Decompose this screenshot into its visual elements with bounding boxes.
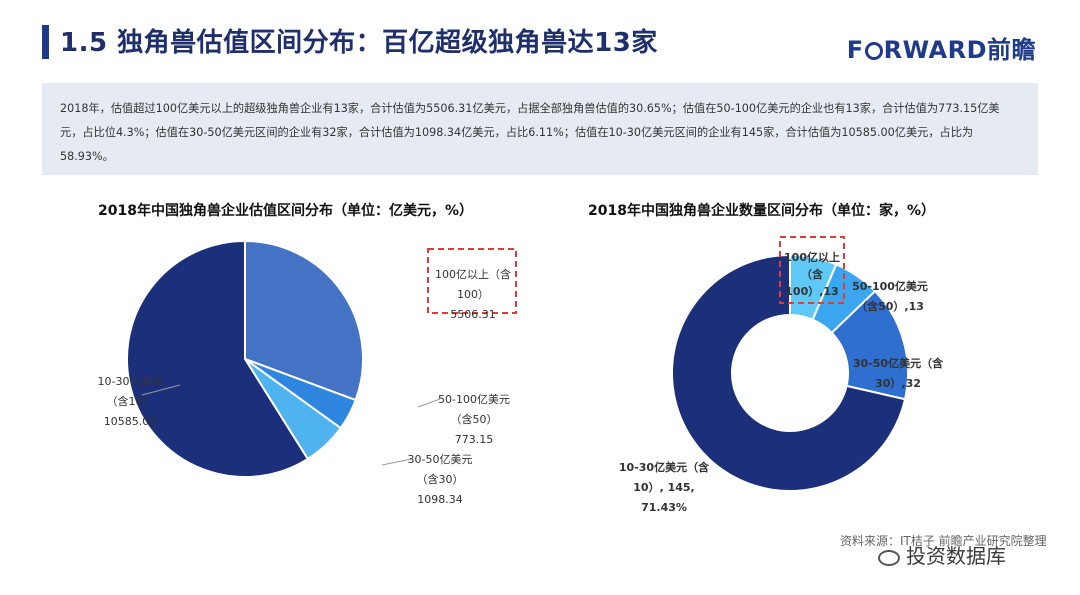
summary-box: 2018年，估值超过100亿美元以上的超级独角兽企业有13家，合计估值为5506… [42,83,1038,175]
count-donut-chart: 2018年中国独角兽企业数量区间分布（单位：家，%） 100亿以上（含 100）,… [560,190,1040,530]
summary-text: 2018年，估值超过100亿美元以上的超级独角兽企业有13家，合计估值为5506… [60,102,1000,163]
logo-text-right: RWARD前瞻 [883,36,1036,64]
valuation-pie-chart: 2018年中国独角兽企业估值区间分布（单位：亿美元，%） 100亿以上（含 100… [40,190,540,530]
data-label: 50-100亿美元（含50） 773.15 [438,393,510,446]
data-label: 100亿以上（含 100） 5506.31 [435,267,511,321]
title-accent-bar [42,25,49,59]
forward-logo: F RWARD前瞻 [847,30,1036,65]
pie-slice [671,253,907,492]
leader-line [417,398,441,408]
highlight-box [779,236,845,304]
footer: 资料来源：IT桔子 前瞻产业研究院整理 投资数据库 [840,530,1070,570]
logo-o-icon [864,42,883,60]
chart-title: 2018年中国独角兽企业数量区间分布（单位：家，%） [588,203,935,219]
data-label: 10-30亿美元（含10） 10585.00 [98,375,163,428]
chart-title: 2018年中国独角兽企业估值区间分布（单位：亿美元，%） [98,203,473,219]
wechat-icon [878,550,900,566]
header: 1.5 独角兽估值区间分布：百亿超级独角兽达13家 F RWARD前瞻 [0,0,1080,80]
data-label: 30-50亿美元（含30） 1098.34 [408,453,473,506]
data-label: 10-30亿美元（含 10）, 145, 71.43% [619,460,710,514]
valuation-pie-svg: 100亿以上（含 100） 5506.31 50-100亿美元（含50） 773.15 3… [98,239,517,506]
data-label: 50-100亿美元（含50）,13 [852,279,928,313]
watermark-text: 投资数据库 [906,544,1006,568]
data-label: 100亿以上（含 100）,13 [784,250,840,298]
highlight-box [427,248,517,314]
pie-slice [126,239,310,478]
page-title: 1.5 独角兽估值区间分布：百亿超级独角兽达13家 [60,28,658,58]
leader-line [381,458,413,466]
watermark: 投资数据库 [878,540,1006,569]
leader-line [141,384,181,396]
data-label: 30-50亿美元（含 30）,32 [853,356,944,390]
count-donut-svg: 100亿以上（含 100）,13 50-100亿美元（含50）,13 30-50亿美元… [619,236,944,514]
logo-text-left: F [846,36,864,64]
source-note: 资料来源：IT桔子 前瞻产业研究院整理 [840,534,1047,548]
pie-slice [244,239,364,402]
